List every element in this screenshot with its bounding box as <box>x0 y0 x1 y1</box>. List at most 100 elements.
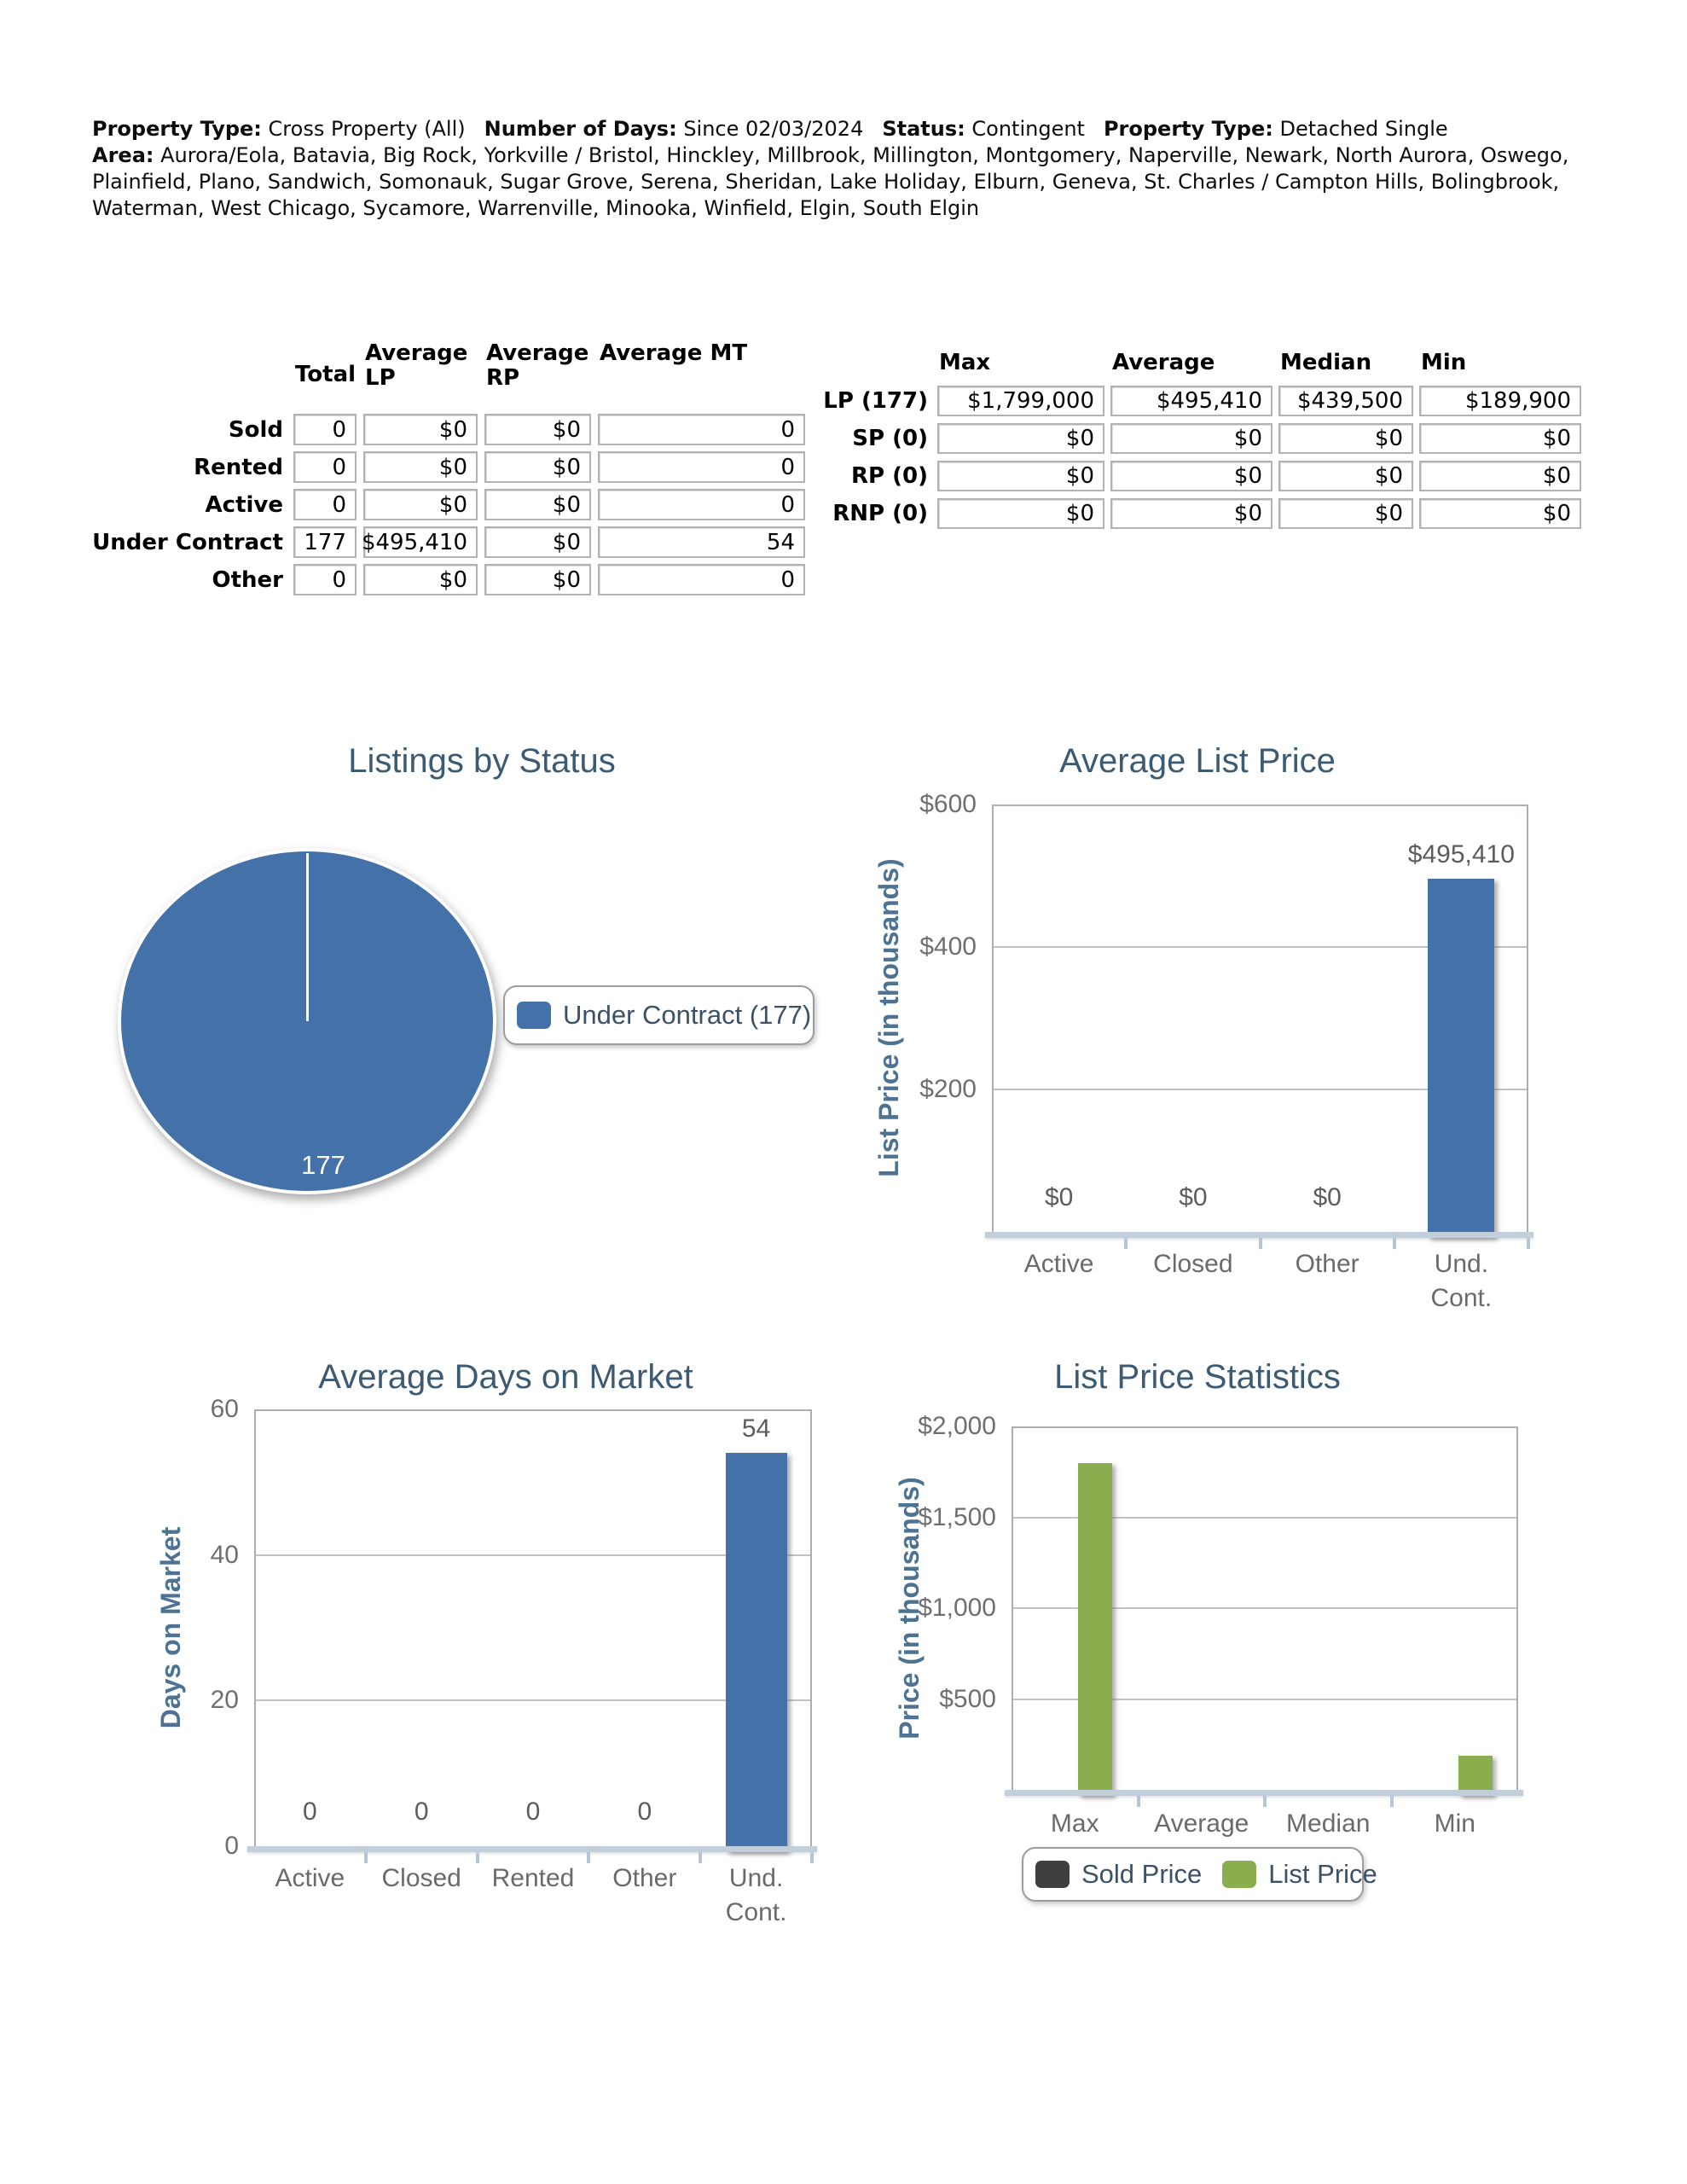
bar-und.-cont. <box>725 1453 787 1852</box>
status-summary-table: Total Average LP Average RP Average MT Sold 0… <box>82 341 805 595</box>
column-header: Average LP <box>365 340 468 391</box>
x-category-label: Max <box>1050 1809 1099 1838</box>
x-tick <box>1136 1796 1140 1807</box>
value-cell: $0 <box>484 564 591 595</box>
baseline <box>247 1846 817 1852</box>
gridline <box>994 1089 1527 1090</box>
table-corner <box>82 341 287 408</box>
value-cell: $0 <box>363 564 478 595</box>
column-header: Median <box>1280 350 1372 375</box>
value-cell: $0 <box>1278 498 1413 529</box>
column-header: Average MT <box>600 340 748 366</box>
value-cell: $0 <box>1419 461 1581 491</box>
value-cell: $189,900 <box>1419 386 1581 416</box>
x-category-label: Median <box>1286 1809 1371 1838</box>
x-category-label: Und. Cont. <box>725 1864 787 1926</box>
bar-value-label: $0 <box>1044 1183 1074 1211</box>
pie-slice-divider <box>306 853 309 1021</box>
status-label: Status: <box>882 117 965 141</box>
value-cell: $495,410 <box>362 526 478 558</box>
chart-title: Average List Price <box>1059 742 1336 780</box>
x-tick <box>475 1852 479 1863</box>
y-tick-label: $600 <box>919 790 977 818</box>
property-type2-value: Detached Single <box>1279 117 1448 141</box>
value-cell: 0 <box>293 564 357 595</box>
value-cell: $0 <box>484 489 591 520</box>
chart-title: Average Days on Market <box>318 1358 693 1396</box>
legend-item: List Price <box>1222 1859 1377 1890</box>
bar-value-label: $0 <box>1313 1183 1342 1211</box>
row-label: LP (177) <box>823 388 928 414</box>
y-tick-label: $2,000 <box>918 1412 996 1440</box>
x-category-label: Other <box>612 1864 677 1892</box>
gridline <box>256 1554 810 1556</box>
y-tick-label: $1,500 <box>918 1502 996 1531</box>
row-label: Rented <box>194 454 283 480</box>
column-header: Min <box>1421 350 1467 375</box>
y-tick-label: $400 <box>919 932 977 961</box>
value-cell: $0 <box>363 451 478 483</box>
value-cell: 0 <box>598 564 805 595</box>
value-cell: $0 <box>1419 498 1581 529</box>
value-cell: $0 <box>1278 461 1413 491</box>
gridline <box>1013 1516 1516 1519</box>
bar-und.-cont. <box>1428 879 1495 1238</box>
value-cell: $0 <box>1278 423 1413 454</box>
pie-legend: Under Contract (177) <box>503 985 815 1045</box>
row-label: RP (0) <box>851 463 928 489</box>
y-axis-label: List Price (in thousands) <box>873 858 904 1177</box>
row-label: SP (0) <box>852 426 928 451</box>
x-tick <box>1263 1796 1267 1807</box>
value-cell: $1,799,000 <box>937 386 1104 416</box>
chart-title: List Price Statistics <box>1054 1358 1341 1396</box>
value-cell: $0 <box>1110 461 1272 491</box>
x-tick <box>587 1852 591 1863</box>
report-criteria: Property Type: Cross Property (All) Numbe… <box>92 116 1603 222</box>
pie-slice-value: 177 <box>301 1150 345 1180</box>
bar-value-label: 0 <box>414 1798 429 1826</box>
area-label: Area: <box>92 143 154 167</box>
x-category-label: Closed <box>1153 1250 1233 1278</box>
value-cell: 0 <box>598 489 805 520</box>
legend-label: List Price <box>1268 1859 1377 1889</box>
value-cell: $0 <box>363 489 478 520</box>
y-tick-label: $200 <box>919 1075 977 1103</box>
list-price-stats-table: Max Average Median Min LP (177) $1,799,000 $49… <box>810 341 1581 529</box>
series-legend: Sold Price List Price <box>1022 1847 1377 1902</box>
legend-label: Under Contract (177) <box>563 1000 812 1030</box>
value-cell: 0 <box>293 489 357 520</box>
bar-value-label: 0 <box>637 1798 652 1826</box>
row-label: Under Contract <box>92 529 283 555</box>
bar-max <box>1078 1462 1113 1796</box>
property-type-value: Cross Property (All) <box>268 117 466 141</box>
legend-swatch <box>1222 1861 1257 1888</box>
x-category-label: Average <box>1154 1809 1249 1838</box>
column-header: Max <box>939 350 991 375</box>
x-category-label: Closed <box>381 1864 461 1892</box>
table-corner <box>810 341 931 379</box>
x-category-label: Und. Cont. <box>1430 1250 1493 1312</box>
x-category-label: Active <box>1023 1250 1094 1278</box>
x-category-label: Active <box>275 1864 345 1892</box>
number-of-days-label: Number of Days: <box>484 117 677 141</box>
x-tick <box>363 1852 368 1863</box>
legend-item: Sold Price <box>1035 1859 1202 1890</box>
x-tick <box>1392 1238 1396 1249</box>
baseline <box>1005 1790 1523 1796</box>
value-cell: $495,410 <box>1110 386 1272 416</box>
chart-title: Listings by Status <box>348 742 616 780</box>
value-cell: 0 <box>598 414 805 445</box>
bar-value-label: 54 <box>741 1414 771 1443</box>
legend-item: Under Contract (177) <box>517 1000 811 1031</box>
x-category-label: Min <box>1434 1809 1475 1838</box>
column-header: Average RP <box>486 340 589 391</box>
x-tick <box>699 1852 703 1863</box>
y-tick-label: 0 <box>224 1832 239 1860</box>
gridline <box>994 946 1527 948</box>
value-cell: $0 <box>937 423 1104 454</box>
value-cell: $0 <box>1110 423 1272 454</box>
criteria-line1: Property Type: Cross Property (All) Numbe… <box>92 116 1603 142</box>
y-tick-label: $500 <box>939 1684 996 1713</box>
value-cell: $0 <box>363 414 478 445</box>
value-cell: 54 <box>598 526 805 558</box>
